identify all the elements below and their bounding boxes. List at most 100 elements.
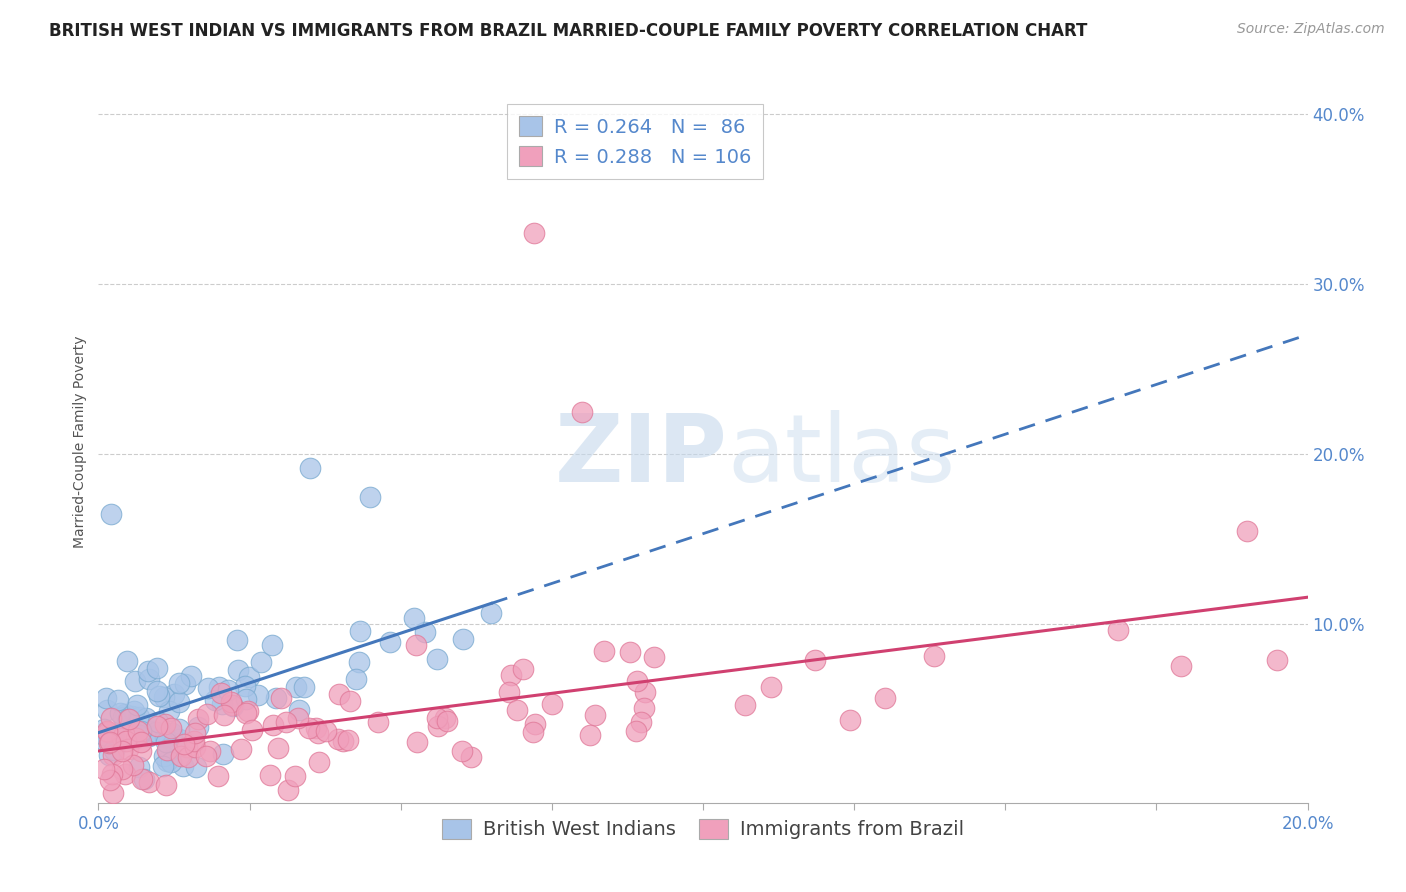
Point [222, 698, 245, 713]
Point [512, 662, 534, 676]
Point [212, 707, 235, 722]
Point [197, 681, 219, 695]
Point [93, 728, 115, 742]
Point [630, 714, 652, 729]
Text: atlas: atlas [727, 410, 956, 502]
Point [1236, 524, 1258, 538]
Point [332, 733, 354, 747]
Point [238, 671, 260, 685]
Point [128, 728, 150, 742]
Point [127, 698, 149, 713]
Point [481, 606, 503, 620]
Point [287, 711, 309, 725]
Point [155, 717, 177, 731]
Point [292, 680, 315, 694]
Point [1107, 624, 1129, 638]
Point [114, 734, 136, 748]
Point [299, 461, 322, 475]
Point [122, 704, 145, 718]
Point [195, 706, 218, 721]
Point [128, 710, 150, 724]
Point [98, 735, 121, 749]
Point [404, 611, 426, 625]
Point [426, 719, 449, 733]
Point [131, 772, 153, 786]
Point [153, 748, 176, 763]
Point [156, 754, 179, 768]
Point [315, 723, 337, 738]
Point [307, 726, 329, 740]
Point [541, 697, 564, 711]
Point [145, 725, 167, 739]
Point [107, 693, 129, 707]
Point [1267, 653, 1289, 667]
Point [128, 760, 150, 774]
Point [167, 732, 190, 747]
Point [112, 709, 135, 723]
Point [112, 727, 135, 741]
Point [226, 663, 249, 677]
Point [115, 654, 138, 668]
Point [212, 747, 235, 761]
Point [187, 712, 209, 726]
Point [246, 688, 269, 702]
Point [734, 698, 756, 712]
Point [103, 743, 125, 757]
Point [155, 730, 177, 744]
Point [174, 677, 197, 691]
Point [167, 695, 190, 709]
Point [406, 735, 429, 749]
Point [156, 743, 179, 757]
Point [761, 680, 783, 694]
Point [229, 741, 252, 756]
Point [451, 632, 474, 646]
Point [204, 693, 226, 707]
Point [349, 655, 371, 669]
Point [344, 672, 367, 686]
Point [129, 724, 152, 739]
Point [267, 741, 290, 756]
Point [225, 632, 247, 647]
Point [160, 725, 183, 739]
Point [187, 720, 209, 734]
Point [153, 690, 176, 704]
Point [240, 723, 263, 737]
Point [110, 744, 132, 758]
Point [522, 725, 544, 739]
Point [167, 675, 190, 690]
Text: BRITISH WEST INDIAN VS IMMIGRANTS FROM BRAZIL MARRIED-COUPLE FAMILY POVERTY CORR: BRITISH WEST INDIAN VS IMMIGRANTS FROM B… [49, 22, 1088, 40]
Point [138, 775, 160, 789]
Point [593, 644, 616, 658]
Point [125, 731, 148, 745]
Text: Source: ZipAtlas.com: Source: ZipAtlas.com [1237, 22, 1385, 37]
Point [157, 704, 180, 718]
Point [93, 722, 115, 736]
Point [523, 227, 546, 241]
Point [114, 707, 136, 722]
Point [235, 679, 257, 693]
Point [136, 664, 159, 678]
Point [103, 742, 125, 756]
Point [297, 721, 319, 735]
Point [118, 712, 141, 726]
Point [96, 703, 118, 717]
Point [217, 682, 239, 697]
Point [413, 624, 436, 639]
Point [633, 701, 655, 715]
Point [96, 724, 118, 739]
Point [159, 756, 181, 770]
Point [138, 672, 160, 686]
Point [172, 759, 194, 773]
Point [124, 673, 146, 688]
Point [209, 686, 232, 700]
Point [285, 680, 308, 694]
Point [98, 773, 121, 788]
Point [277, 783, 299, 797]
Y-axis label: Married-Couple Family Poverty: Married-Couple Family Poverty [73, 335, 87, 548]
Point [139, 724, 162, 739]
Point [264, 691, 287, 706]
Point [180, 669, 202, 683]
Point [235, 706, 257, 720]
Point [506, 702, 529, 716]
Point [804, 653, 827, 667]
